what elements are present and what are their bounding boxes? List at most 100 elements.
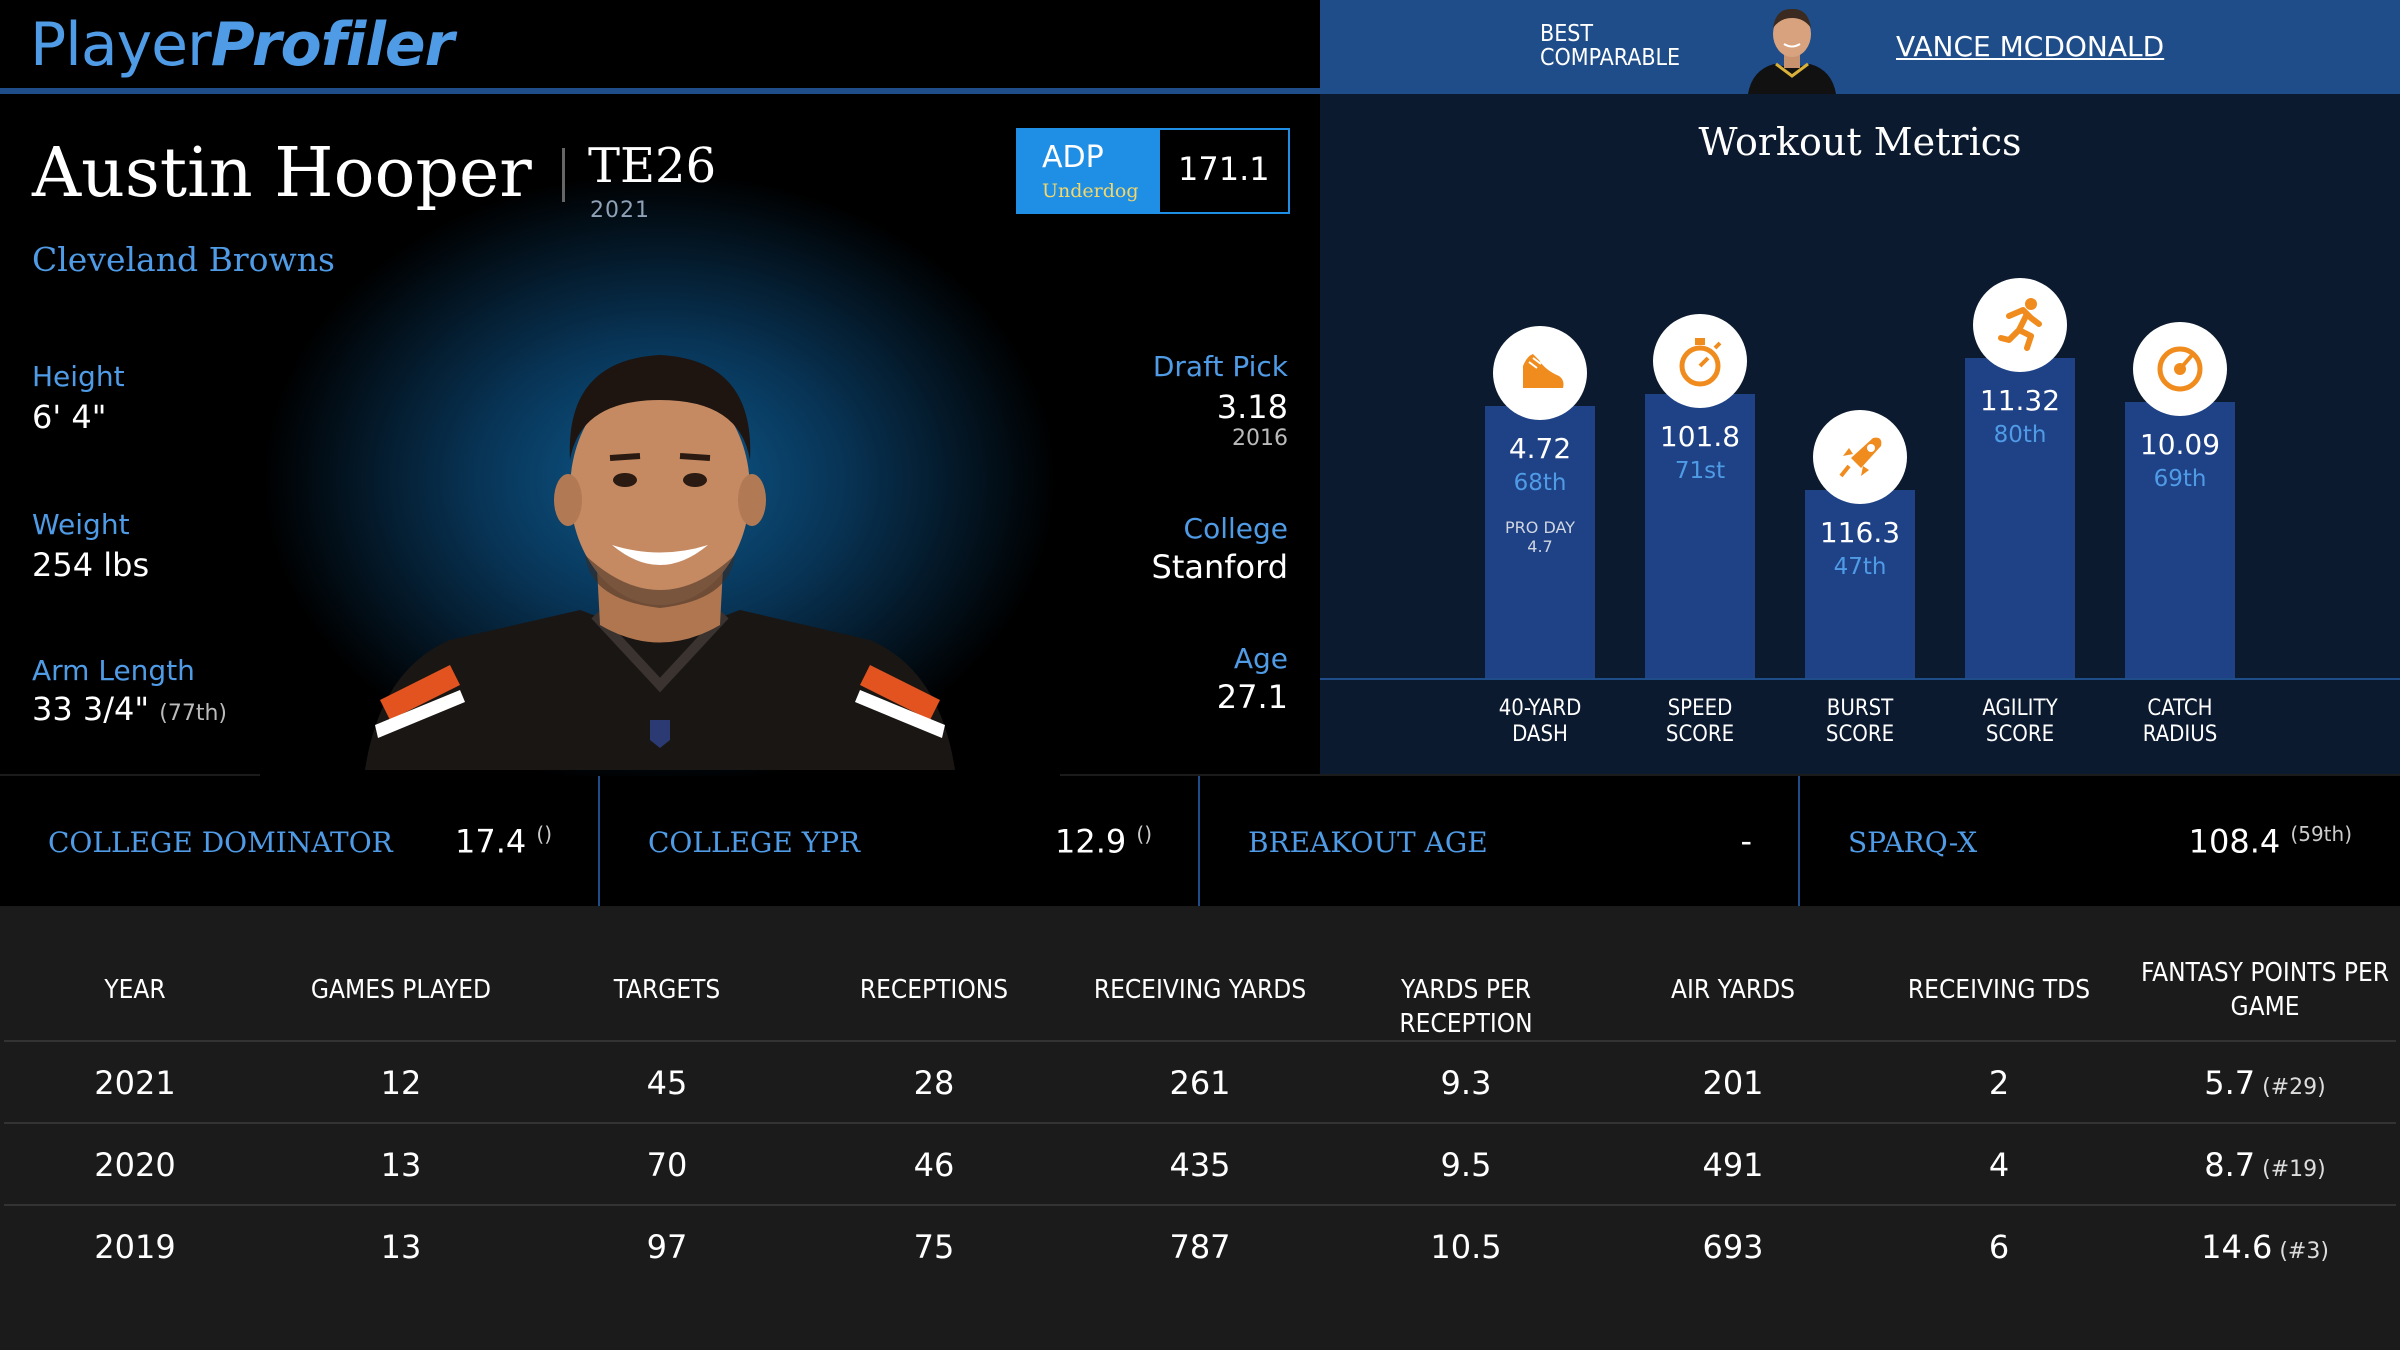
workout-category-line2: SCORE [1985, 722, 2055, 747]
adp-value: 171.1 [1178, 150, 1270, 188]
header-underline [0, 88, 1320, 94]
workout-note-label: PRO DAY [1505, 518, 1575, 537]
workout-category-line1: AGILITY [1982, 696, 2058, 721]
workout-category-line1: SPEED [1667, 696, 1733, 721]
table-cell: 13 [380, 1146, 422, 1184]
row-divider [4, 1204, 2396, 1206]
arm-length-value: 33 3/4" (77th) [32, 690, 227, 728]
comparable-label-line1: BEST [1540, 21, 1594, 47]
runner-icon [1973, 278, 2067, 372]
arm-length-number: 33 3/4" [32, 690, 150, 728]
table-cell: 9.3 [1440, 1064, 1492, 1102]
workout-value: 11.32 [1979, 384, 2061, 417]
workout-category-label: AGILITY SCORE [1940, 696, 2100, 748]
sparq-x-number: 108.4 [2188, 822, 2281, 861]
table-cell: 9.5 [1440, 1146, 1492, 1184]
workout-baseline [1320, 678, 2400, 680]
table-cell: 261 [1169, 1064, 1231, 1102]
fantasy-rank: (#3) [2272, 1239, 2329, 1264]
comparable-name-link[interactable]: VANCE MCDONALD [1896, 30, 2165, 63]
logo[interactable]: PlayerProfiler [30, 10, 454, 80]
column-header-receiving-yards[interactable]: RECEIVING YARDS [1093, 975, 1307, 1005]
comparable-bar [1320, 0, 2400, 94]
draft-pick-label: Draft Pick [1152, 350, 1288, 383]
column-header-targets[interactable]: TARGETS [613, 975, 721, 1005]
workout-percentile: 71st [1674, 458, 1726, 484]
stats-table [0, 906, 2400, 1350]
sparq-x-label: SPARQ-X [1848, 826, 1978, 859]
college-ypr-value: 12.9 () [980, 822, 1152, 861]
position-season: 2021 [590, 198, 650, 223]
table-cell: 4 [1988, 1146, 2010, 1184]
table-cell: 97 [646, 1228, 688, 1266]
column-header-receptions[interactable]: RECEPTIONS [859, 975, 1009, 1005]
workout-bar-catch[interactable] [2125, 402, 2235, 678]
fantasy-points-value: 5.7 [2204, 1064, 2256, 1102]
arm-length-percentile: (77th) [159, 701, 228, 726]
column-header-fantasy-points-per-game[interactable]: FANTASY POINTS PER GAME [2141, 958, 2389, 1022]
row-year: 2019 [94, 1228, 176, 1266]
breakout-age-value: - [1580, 822, 1752, 860]
table-cell: 491 [1702, 1146, 1764, 1184]
workout-category-line2: DASH [1512, 722, 1568, 747]
table-cell: 435 [1169, 1146, 1231, 1184]
workout-category-line1: CATCH [2147, 696, 2213, 721]
college-dominator-rank: () [536, 822, 552, 846]
row-year: 2021 [94, 1064, 176, 1102]
table-cell: 5.7 (#29) [2135, 1064, 2395, 1102]
table-cell: 13 [380, 1228, 422, 1266]
workout-category-line2: RADIUS [2142, 722, 2218, 747]
sparq-x-value: 108.4 (59th) [2100, 822, 2352, 861]
workout-percentile: 68th [1513, 470, 1567, 496]
comparable-label-line2: COMPARABLE [1540, 45, 1681, 71]
workout-bar-agility[interactable] [1965, 358, 2075, 678]
workout-percentile: 80th [1993, 422, 2047, 448]
logo-part1: Player [30, 10, 212, 80]
draft-year: 2016 [1232, 426, 1288, 451]
fantasy-rank: (#29) [2255, 1075, 2326, 1100]
player-position: TE26 [588, 138, 717, 194]
college-ypr-number: 12.9 [1054, 822, 1127, 861]
adp-box: ADP Underdog 171.1 [1016, 128, 1290, 214]
weight-value: 254 lbs [32, 546, 150, 584]
metrics-strip [0, 776, 2400, 906]
table-cell: 45 [646, 1064, 688, 1102]
workout-bar-40-yard[interactable] [1485, 406, 1595, 678]
age-value: 27.1 [1216, 678, 1288, 716]
workout-note: PRO DAY 4.7 [1460, 518, 1620, 556]
stopwatch-icon [1653, 314, 1747, 408]
fantasy-points-value: 14.6 [2201, 1228, 2273, 1266]
metric-separator [1198, 776, 1200, 906]
workout-percentile: 47th [1833, 554, 1887, 580]
workout-bar-speed[interactable] [1645, 394, 1755, 678]
column-header-games-played[interactable]: GAMES PLAYED [310, 975, 492, 1005]
workout-bar-burst[interactable] [1805, 490, 1915, 678]
player-team[interactable]: Cleveland Browns [32, 240, 335, 279]
column-header-yards-per-reception[interactable]: YARDS PER RECEPTION [1399, 975, 1533, 1039]
workout-category-line1: BURST [1826, 696, 1894, 721]
column-header-year[interactable]: YEAR [104, 975, 166, 1005]
table-cell: 12 [380, 1064, 422, 1102]
weight-label: Weight [32, 508, 130, 541]
workout-value: 101.8 [1659, 420, 1741, 453]
sparq-x-percentile: (59th) [2290, 822, 2352, 846]
college-label: College [1183, 512, 1288, 545]
player-photo [365, 355, 955, 770]
workout-value: 4.72 [1508, 432, 1572, 465]
comparable-avatar[interactable] [1746, 4, 1838, 94]
name-divider [562, 148, 565, 202]
workout-value: 10.09 [2139, 428, 2221, 461]
fantasy-rank: (#19) [2255, 1157, 2326, 1182]
table-cell: 201 [1702, 1064, 1764, 1102]
column-header-air-yards[interactable]: AIR YARDS [1671, 975, 1795, 1005]
table-cell: 28 [913, 1064, 955, 1102]
column-header-receiving-tds[interactable]: RECEIVING TDS [1907, 975, 2091, 1005]
adp-label: ADP [1042, 140, 1104, 175]
player-name: Austin Hooper [32, 134, 532, 213]
height-label: Height [32, 360, 125, 393]
table-cell: 2 [1988, 1064, 2010, 1102]
height-value: 6' 4" [32, 398, 107, 436]
workout-note-value: 4.7 [1527, 537, 1553, 556]
table-cell: 8.7 (#19) [2135, 1146, 2395, 1184]
workout-category-label: BURST SCORE [1780, 696, 1940, 748]
